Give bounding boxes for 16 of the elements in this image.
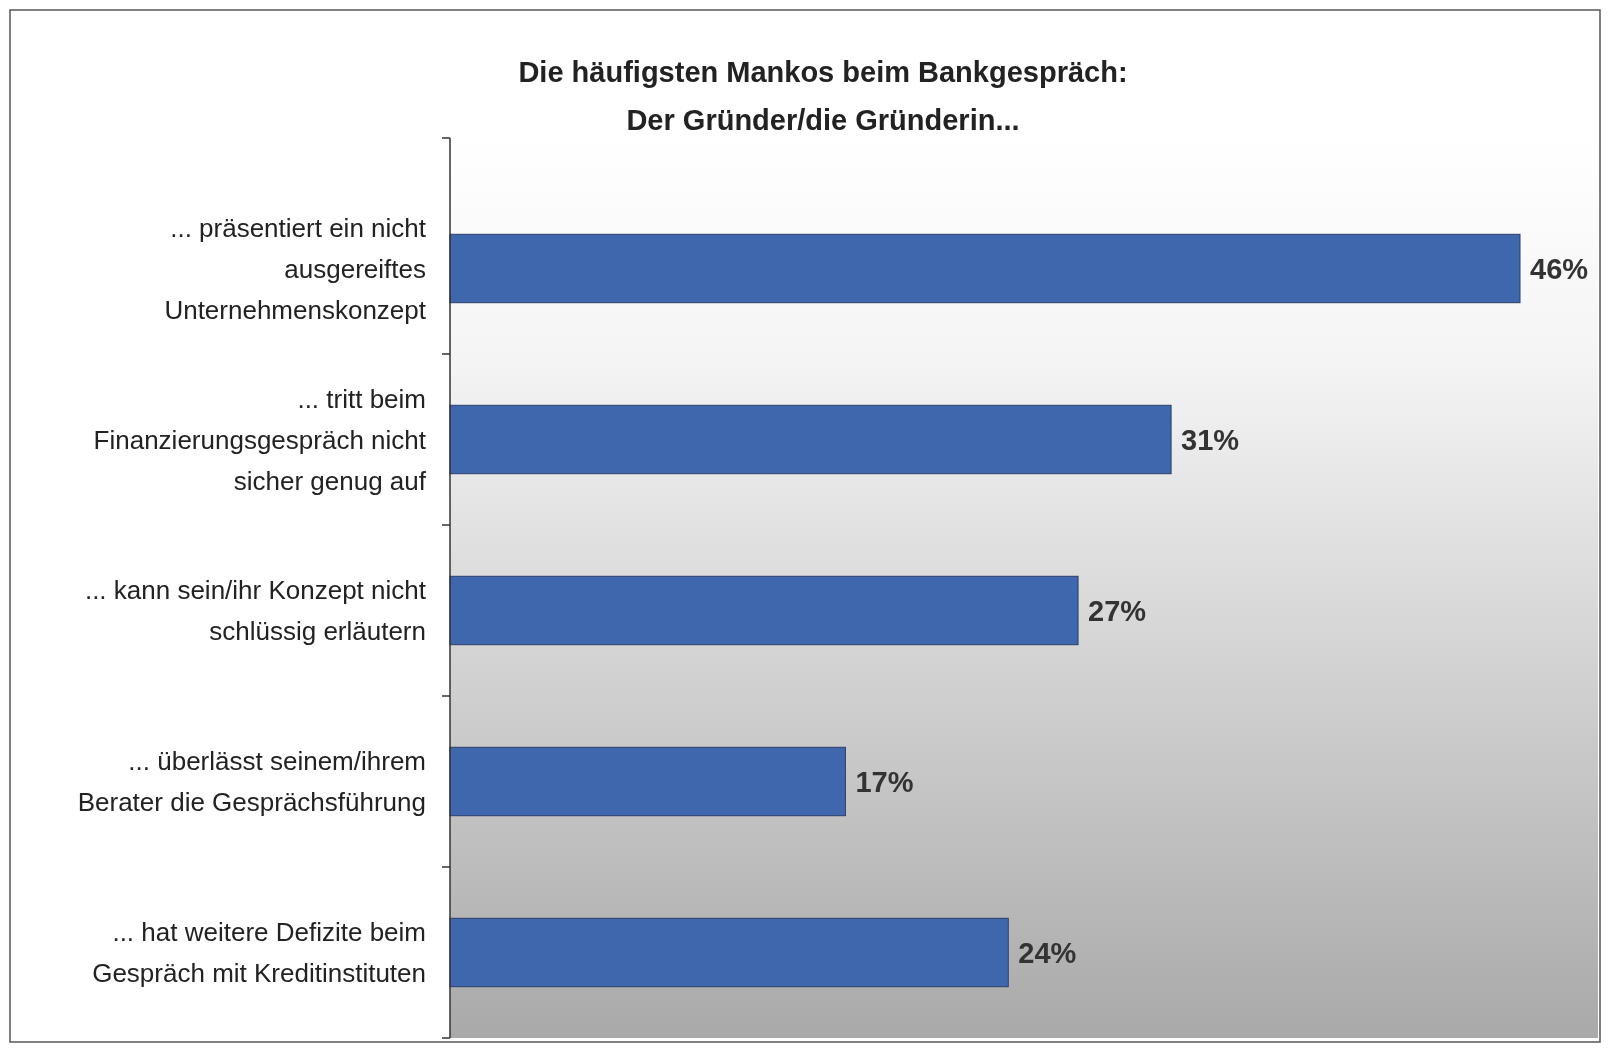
y-tick-label: ... präsentiert ein nicht ausgereiftes Unternehmenskonzept [164,212,427,325]
chart-title: Die häufigsten Mankos beim Bankgespräch: Der Gründer/die Gründerin... [518,56,1128,136]
data-label: 24% [1018,936,1077,969]
data-label: 17% [855,765,914,798]
bar [449,917,1009,988]
y-tick-label: ... kann sein/ihr Konzept nicht schlüssig erläutern [84,575,427,647]
y-tick-label: ... hat weitere Defizite beim Gespräch mit Kreditinstituten [92,917,426,989]
data-label: 46% [1530,252,1589,285]
bar [449,404,1172,475]
data-label: 27% [1088,594,1147,627]
bar [449,233,1521,304]
bar [449,575,1079,646]
bar [449,746,846,817]
y-tick-label: ... tritt beim Finanzierungsgespräch nicht sicher genug auf [93,383,427,496]
data-label: 31% [1181,423,1240,456]
y-tick-label: ... überlässt seinem/ihrem Berater die Gesprächsführung [77,746,426,818]
